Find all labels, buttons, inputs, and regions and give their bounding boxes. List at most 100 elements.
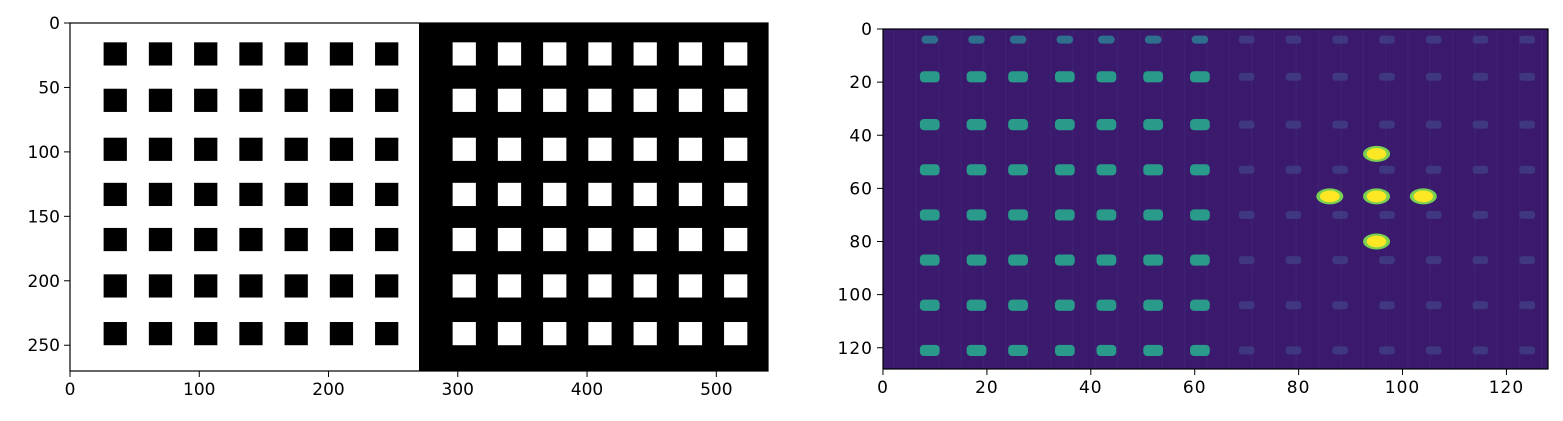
faint-spot [1472,256,1489,265]
grid-square [375,137,399,161]
heatmap-spot [1143,164,1164,176]
grid-square [148,182,173,207]
texture-line [1094,29,1096,369]
heatmap-spot [1054,71,1075,83]
heatmap-spot [1008,71,1028,83]
heatmap-spot [1098,35,1115,44]
faint-spot [1379,301,1395,310]
texture-line [960,29,962,369]
y-tick-label: 0 [49,14,60,34]
texture-line [1183,29,1186,369]
grid-square [284,88,308,112]
faint-spot [1238,35,1255,44]
grid-square [497,322,522,346]
texture-line [1273,29,1275,369]
grid-square [103,227,127,252]
faint-spot [1285,346,1302,355]
grid-square [194,42,218,66]
faint-spot [1425,346,1442,355]
heatmap-spot [1008,164,1028,176]
heatmap-spot [966,164,987,176]
y-tick-label: 20 [849,73,873,93]
faint-spot [1519,301,1536,310]
faint-spot [1332,165,1348,174]
grid-square [103,182,127,207]
faint-spot [1519,165,1536,174]
texture-line [1518,29,1521,369]
heatmap-spot [1008,344,1028,356]
grid-square [239,88,263,112]
grid-square [497,137,522,161]
grid-square [588,182,612,207]
heatmap-background [883,29,1548,369]
grid-square [678,137,703,161]
grid-square [452,274,476,298]
heatmap-spot [1008,119,1028,131]
grid-square [329,137,354,161]
heatmap-spot [968,35,985,44]
heatmap-spot [1143,209,1164,221]
x-tick-label: 100 [1385,378,1420,398]
texture-line [1541,29,1543,369]
grid-square [239,322,263,346]
heatmap-spot [1191,35,1209,44]
faint-spot [1379,210,1395,219]
faint-spot [1238,301,1255,310]
left-image-plot: 0 100 200 300 400 500 0 50 100 150 200 250 [28,14,769,400]
grid-square [633,88,657,112]
grid-square [678,182,703,207]
texture-line [1139,29,1141,369]
heatmap-spot [1008,299,1028,311]
y-tick-label: 100 [28,143,60,163]
grid-square [284,42,308,66]
grid-square [543,227,567,252]
heatmap-spot [1054,254,1075,266]
faint-spot [1332,301,1348,310]
faint-spot [1238,72,1255,81]
grid-square [375,88,399,112]
faint-spot [1425,301,1442,310]
faint-spot [1285,256,1302,265]
bright-spot [1366,148,1387,160]
faint-spot [1238,165,1255,174]
grid-square [678,274,703,298]
faint-spot [1425,120,1442,129]
faint-spot [1472,120,1489,129]
faint-spot [1332,35,1348,44]
grid-square [194,137,218,161]
grid-square [633,227,657,252]
heatmap-spot [1143,344,1164,356]
grid-square [543,137,567,161]
x-tick-label: 300 [442,380,474,400]
grid-square [329,227,354,252]
grid-square [103,274,127,298]
grid-square [678,88,703,112]
grid-square [329,88,354,112]
grid-square [497,227,522,252]
faint-spot [1472,346,1489,355]
grid-square [284,182,308,207]
texture-line [893,29,895,369]
heatmap-spot [1008,209,1028,221]
grid-square [724,137,748,161]
y-tick-label: 60 [849,179,873,199]
heatmap-spot [1096,119,1117,131]
faint-spot [1519,72,1536,81]
faint-spot [1519,256,1536,265]
grid-square [103,88,127,112]
grid-square [148,88,173,112]
y-tick-label: 200 [28,272,60,292]
grid-square [148,227,173,252]
faint-spot [1332,120,1348,129]
faint-spot [1332,72,1348,81]
faint-spot [1472,210,1489,219]
grid-square [633,322,657,346]
texture-line [1474,29,1476,369]
grid-square [103,42,127,66]
faint-spot [1238,256,1255,265]
grid-square [452,182,476,207]
heatmap-spot [919,164,940,176]
grid-square [194,227,218,252]
faint-spot [1472,165,1489,174]
faint-spot [1332,346,1348,355]
